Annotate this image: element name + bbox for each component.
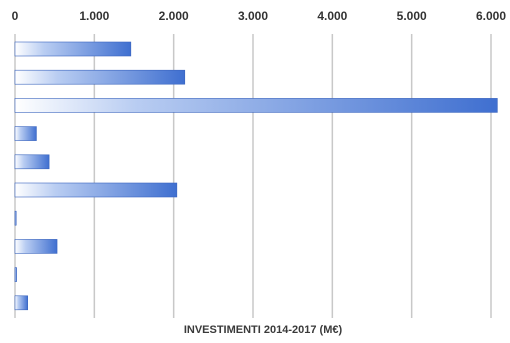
x-tick-label: 0 <box>12 9 19 23</box>
x-tick-label: 3.000 <box>238 9 268 23</box>
bar <box>14 98 498 113</box>
x-axis-title: INVESTIMENTI 2014-2017 (M€) <box>184 324 343 336</box>
x-tick-label: 1.000 <box>79 9 109 23</box>
bar <box>14 239 58 254</box>
bar <box>14 210 17 226</box>
bar <box>14 182 178 198</box>
x-tick-label: 2.000 <box>159 9 189 23</box>
x-tick-label: 6.000 <box>476 9 506 23</box>
bars <box>14 41 498 311</box>
bar <box>14 69 186 85</box>
bar <box>14 154 50 170</box>
bar <box>14 126 37 141</box>
bar <box>14 295 28 311</box>
x-tick-labels: 0 1.000 2.000 3.000 4.000 5.000 6.000 <box>12 9 507 23</box>
x-tick-label: 4.000 <box>317 9 347 23</box>
bar <box>14 41 132 57</box>
x-tick-label: 5.000 <box>397 9 427 23</box>
bar <box>14 267 17 282</box>
